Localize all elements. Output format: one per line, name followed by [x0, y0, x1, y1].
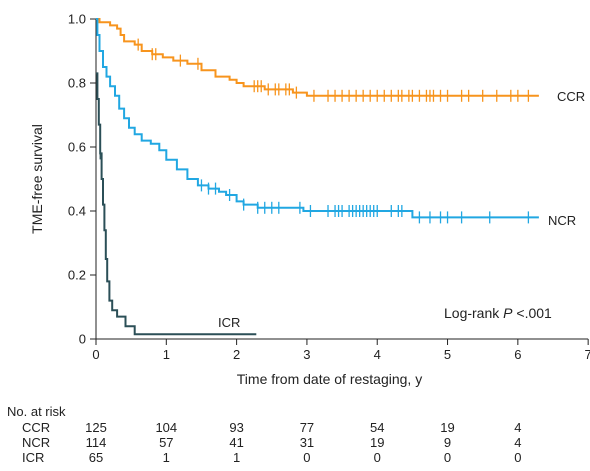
series-label-ncr: NCR	[548, 213, 576, 228]
series-line-ncr	[96, 18, 539, 219]
x-tick-label: 3	[303, 347, 310, 362]
x-tick-label: 1	[163, 347, 170, 362]
x-tick-label: 4	[374, 347, 381, 362]
y-axis-label: TME-free survival	[29, 124, 45, 234]
series-line-icr	[96, 72, 257, 336]
y-tick-label: 0.8	[68, 76, 86, 91]
logrank-annotation: Log-rank P <.001	[444, 305, 552, 321]
series-label-icr: ICR	[218, 315, 240, 330]
x-tick-label: 6	[514, 347, 521, 362]
x-tick-label: 5	[444, 347, 451, 362]
series-line-ccr	[96, 18, 539, 97]
y-tick-label: 0.4	[68, 204, 86, 219]
x-tick-label: 2	[233, 347, 240, 362]
y-tick-label: 0.6	[68, 140, 86, 155]
y-tick-label: 1.0	[68, 12, 86, 27]
x-tick-label: 7	[585, 347, 590, 362]
y-tick-label: 0	[79, 332, 86, 347]
x-tick-label: 0	[92, 347, 99, 362]
x-axis-label: Time from date of restaging, y	[237, 371, 422, 387]
y-tick-label: 0.2	[68, 268, 86, 283]
series-label-ccr: CCR	[557, 89, 585, 104]
